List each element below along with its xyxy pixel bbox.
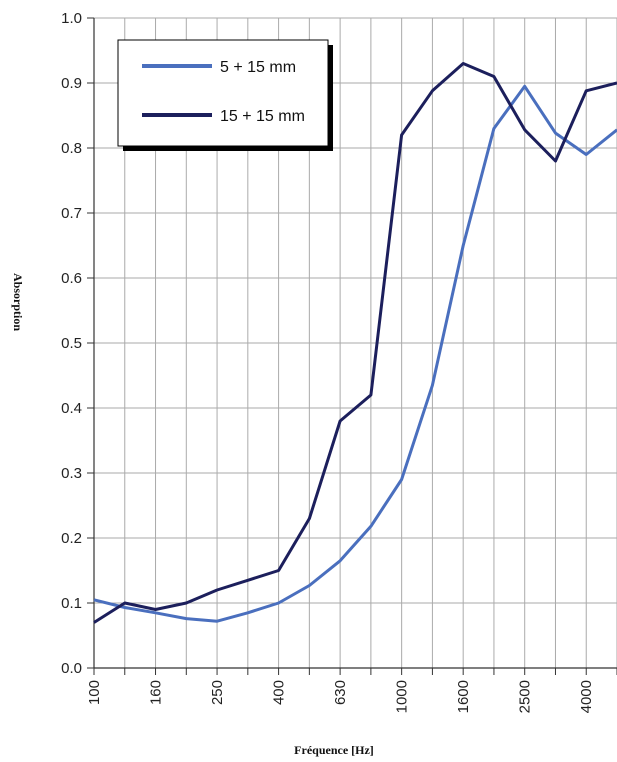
- y-tick-label: 0.0: [61, 660, 82, 677]
- series-line-2: [93, 62, 617, 624]
- legend-label-series-2: 15 + 15 mm: [220, 108, 305, 125]
- y-tick-label: 0.8: [61, 140, 82, 157]
- x-tick-label: 250: [209, 680, 226, 705]
- x-tick-label: 630: [332, 680, 349, 705]
- x-tick-label: 100: [86, 680, 103, 705]
- x-tick-label: 1600: [455, 680, 472, 713]
- legend: 5 + 15 mm 15 + 15 mm: [117, 39, 333, 151]
- legend-box: [117, 39, 329, 147]
- x-tick-label: 400: [271, 680, 288, 705]
- y-tick-label: 0.9: [61, 75, 82, 92]
- series-line-1: [93, 84, 617, 623]
- x-tick-label: 1000: [394, 680, 411, 713]
- x-tick-label: 160: [148, 680, 165, 705]
- x-tick-label: 4000: [578, 680, 595, 713]
- y-tick-label: 1.0: [61, 10, 82, 27]
- legend-label-series-1: 5 + 15 mm: [220, 59, 296, 76]
- series-lines: [93, 62, 617, 624]
- x-tick-label: 2500: [517, 680, 534, 713]
- y-tick-label: 0.6: [61, 270, 82, 287]
- y-axis-title: Absorption: [11, 273, 25, 331]
- y-tick-label: 0.7: [61, 205, 82, 222]
- x-axis-title: Fréquence [Hz]: [294, 743, 374, 757]
- y-tick-label: 0.4: [61, 400, 82, 417]
- tick-labels: 0.0 0.1 0.2 0.3 0.4 0.5 0.6 0.7 0.8 0.9 1.0 100 160 2…: [61, 10, 595, 713]
- axes: [87, 17, 617, 675]
- y-tick-label: 0.2: [61, 530, 82, 547]
- y-tick-label: 0.5: [61, 335, 82, 352]
- y-tick-label: 0.3: [61, 465, 82, 482]
- y-tick-label: 0.1: [61, 595, 82, 612]
